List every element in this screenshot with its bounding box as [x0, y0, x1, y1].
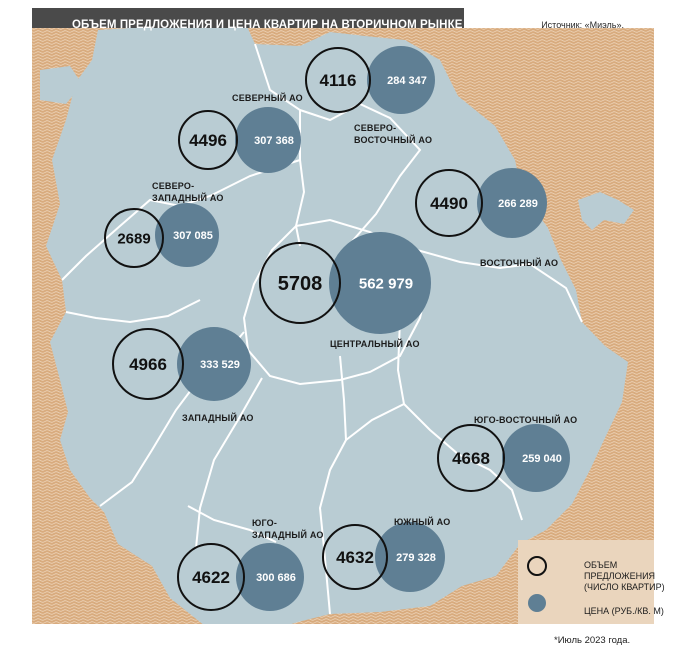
price-circle-northeast	[367, 46, 435, 114]
volume-circle-west	[112, 328, 184, 400]
city-landmass	[46, 22, 628, 640]
price-value-northwest: 307 085	[173, 230, 213, 242]
map-title: ОБЪЕМ ПРЕДЛОЖЕНИЯ И ЦЕНА КВАРТИР НА ВТОР…	[72, 19, 525, 31]
price-circle-west	[177, 327, 251, 401]
price-value-central: 562 979	[359, 275, 413, 292]
volume-circle-northeast	[305, 47, 371, 113]
district-label-south: ЮЖНЫЙ АО	[394, 517, 451, 527]
price-circle-southwest	[236, 543, 304, 611]
price-value-west: 333 529	[200, 359, 240, 371]
footnote-band	[32, 624, 654, 650]
price-value-northeast: 284 347	[387, 75, 427, 87]
district-label-east: ВОСТОЧНЫЙ АО	[480, 258, 559, 268]
legend-price-swatch	[528, 594, 546, 612]
volume-value-northwest: 2689	[117, 230, 150, 247]
title-bar	[32, 8, 464, 28]
price-value-south: 279 328	[396, 552, 436, 564]
district-label-northeast: СЕВЕРО- ВОСТОЧНЫЙ АО	[354, 123, 433, 145]
volume-value-southeast: 4668	[452, 449, 490, 468]
volume-circle-central	[259, 242, 341, 324]
district-label-southeast: ЮГО-ВОСТОЧНЫЙ АО	[474, 415, 578, 425]
moscow-map: 307 368 4496 284 347 4116 307 085 2689 266 289…	[32, 8, 654, 650]
district-circles: 307 368 4496 284 347 4116 307 085 2689 266 289…	[104, 46, 570, 611]
map-figure: 307 368 4496 284 347 4116 307 085 2689 266 289…	[32, 8, 665, 650]
volume-value-central: 5708	[278, 273, 323, 295]
price-circle-central	[329, 232, 431, 334]
volume-circle-northwest	[104, 208, 164, 268]
district-label-northwest: СЕВЕРО- ЗАПАДНЫЙ АО	[152, 181, 224, 203]
volume-value-south: 4632	[336, 548, 374, 567]
volume-value-northeast: 4116	[320, 71, 357, 90]
volume-value-southwest: 4622	[192, 568, 230, 587]
district-label-north: СЕВЕРНЫЙ АО	[232, 93, 303, 103]
price-circle-southeast	[502, 424, 570, 492]
price-value-east: 266 289	[498, 198, 538, 210]
volume-circle-south	[322, 524, 388, 590]
district-label-southwest: ЮГО- ЗАПАДНЫЙ АО	[252, 518, 324, 540]
volume-value-north: 4496	[189, 131, 227, 150]
source-note: Источник: «Миэль».	[541, 20, 624, 30]
price-value-southwest: 300 686	[256, 572, 296, 584]
volume-circle-east	[415, 169, 483, 237]
price-circle-north	[235, 107, 301, 173]
legend-volume-swatch	[527, 556, 547, 576]
price-value-southeast: 259 040	[522, 453, 562, 465]
volume-circle-southwest	[177, 543, 245, 611]
volume-circle-north	[178, 110, 238, 170]
footnote: *Июль 2023 года.	[554, 635, 631, 646]
legend-volume-label: ОБЪЕМ ПРЕДЛОЖЕНИЯ (ЧИСЛО КВАРТИР)	[584, 560, 665, 592]
district-label-west: ЗАПАДНЫЙ АО	[182, 413, 254, 423]
district-label-central: ЦЕНТРАЛЬНЫЙ АО	[330, 339, 420, 349]
exclave-east	[578, 192, 634, 230]
price-value-north: 307 368	[254, 135, 294, 147]
volume-value-west: 4966	[129, 355, 167, 374]
volume-value-east: 4490	[430, 194, 468, 213]
island-northwest	[40, 66, 82, 104]
price-circle-south	[375, 522, 445, 592]
price-circle-east	[477, 168, 547, 238]
legend-price-label: ЦЕНА (РУБ./КВ. М)	[584, 606, 664, 616]
price-circle-northwest	[155, 203, 219, 267]
volume-circle-southeast	[437, 424, 505, 492]
